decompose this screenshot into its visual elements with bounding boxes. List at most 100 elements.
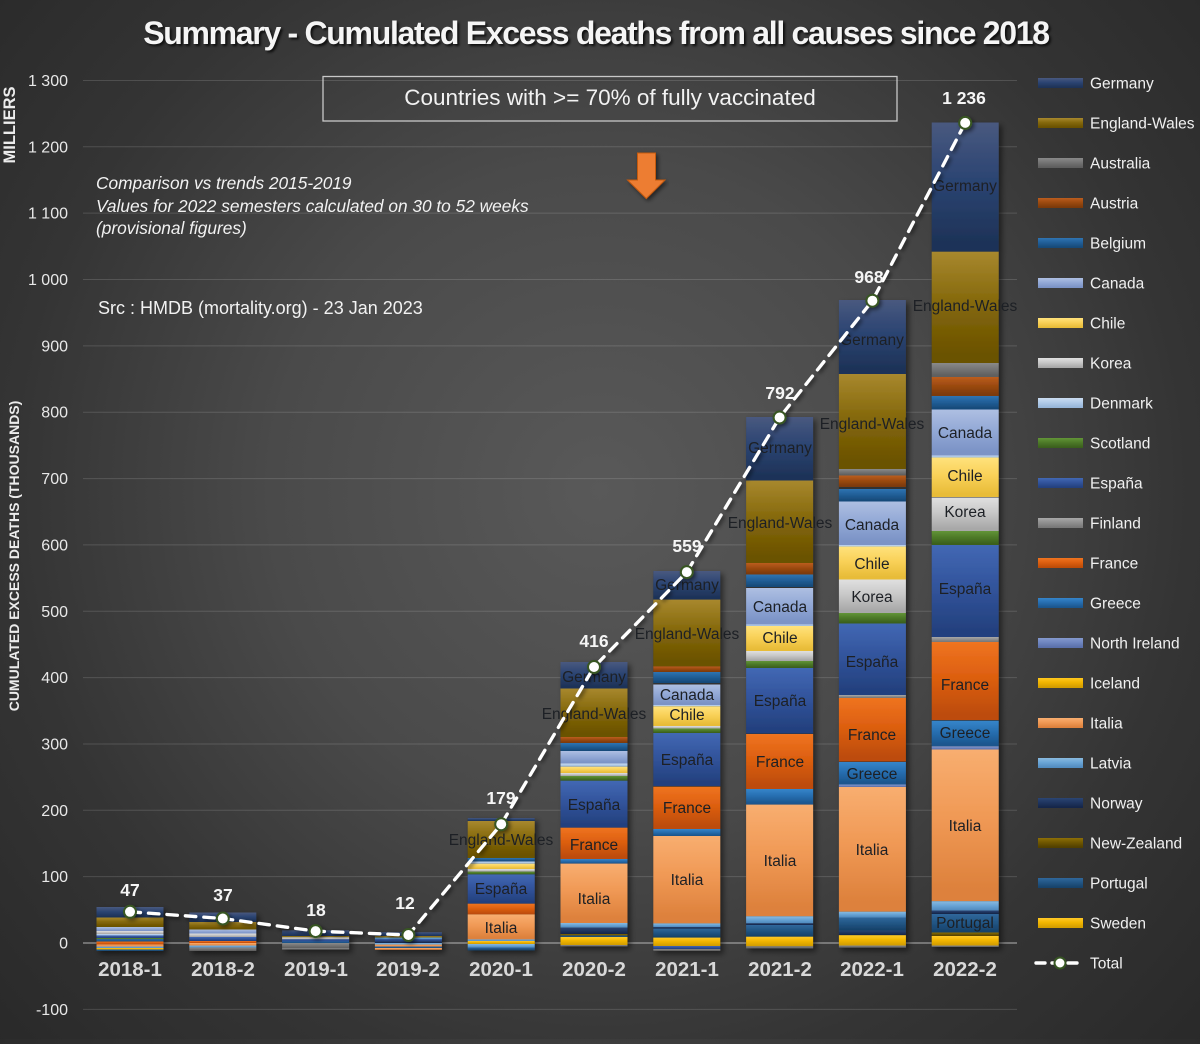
svg-text:2021-2: 2021-2	[748, 958, 812, 981]
svg-text:1 300: 1 300	[28, 73, 68, 90]
svg-text:1 000: 1 000	[28, 272, 68, 289]
svg-text:2022-1: 2022-1	[840, 958, 904, 981]
svg-text:Values for 2022 semesters calc: Values for 2022 semesters calculated on …	[96, 196, 529, 216]
svg-text:Src : HMDB (mortality.org) - 2: Src : HMDB (mortality.org) - 23 Jan 2023	[98, 298, 423, 318]
svg-text:CUMULATED EXCESS DEATHS (THOUS: CUMULATED EXCESS DEATHS (THOUSANDS)	[6, 401, 22, 712]
svg-text:400: 400	[41, 670, 68, 687]
svg-text:France: France	[941, 677, 989, 694]
svg-text:Germany: Germany	[840, 332, 904, 349]
svg-text:Austria: Austria	[1090, 196, 1139, 213]
svg-text:2018-1: 2018-1	[98, 958, 162, 981]
svg-text:Canada: Canada	[1090, 276, 1145, 293]
svg-text:2019-2: 2019-2	[376, 958, 440, 981]
svg-text:France: France	[570, 837, 618, 854]
svg-text:New-Zealand: New-Zealand	[1090, 836, 1182, 853]
svg-text:(provisional figures): (provisional figures)	[96, 218, 247, 238]
svg-text:300: 300	[41, 737, 68, 754]
svg-text:Canada: Canada	[938, 425, 993, 442]
svg-text:416: 416	[579, 631, 608, 651]
svg-text:Germany: Germany	[933, 178, 997, 195]
svg-text:España: España	[568, 797, 621, 814]
svg-text:2018-2: 2018-2	[191, 958, 255, 981]
svg-text:Chile: Chile	[669, 707, 704, 724]
svg-text:France: France	[756, 754, 804, 771]
svg-text:Italia: Italia	[856, 842, 889, 859]
svg-text:200: 200	[41, 803, 68, 820]
svg-text:1 200: 1 200	[28, 139, 68, 156]
svg-text:France: France	[663, 800, 711, 817]
svg-text:Portugal: Portugal	[1090, 876, 1148, 893]
svg-text:España: España	[1090, 476, 1143, 493]
svg-text:Italia: Italia	[949, 818, 982, 835]
svg-text:España: España	[846, 654, 899, 671]
svg-text:Italia: Italia	[485, 920, 518, 937]
svg-text:1 236: 1 236	[942, 88, 986, 108]
svg-text:Canada: Canada	[753, 599, 808, 616]
svg-text:Countries with >= 70% of fully: Countries with >= 70% of fully vaccinate…	[404, 85, 815, 110]
svg-text:Canada: Canada	[660, 687, 715, 704]
svg-text:600: 600	[41, 537, 68, 554]
svg-text:Greece: Greece	[847, 766, 898, 783]
svg-text:England-Wales: England-Wales	[635, 626, 740, 643]
svg-text:Australia: Australia	[1090, 156, 1151, 173]
svg-text:Finland: Finland	[1090, 516, 1141, 533]
svg-text:Portugal: Portugal	[936, 915, 994, 932]
svg-text:Germany: Germany	[1090, 76, 1154, 93]
svg-text:England-Wales: England-Wales	[1090, 116, 1195, 133]
svg-text:968: 968	[854, 267, 883, 287]
svg-text:España: España	[661, 752, 714, 769]
svg-text:Korea: Korea	[1090, 356, 1132, 373]
svg-text:England-Wales: England-Wales	[542, 706, 647, 723]
svg-text:Chile: Chile	[1090, 316, 1125, 333]
svg-text:792: 792	[765, 383, 794, 403]
svg-text:2019-1: 2019-1	[284, 958, 348, 981]
svg-text:Italia: Italia	[1090, 716, 1123, 733]
svg-text:0: 0	[59, 936, 68, 953]
svg-text:100: 100	[41, 869, 68, 886]
svg-text:559: 559	[672, 536, 701, 556]
svg-text:France: France	[848, 727, 896, 744]
svg-text:2020-1: 2020-1	[469, 958, 533, 981]
svg-text:12: 12	[395, 893, 415, 913]
svg-text:Summary - Cumulated Excess dea: Summary - Cumulated Excess deaths from a…	[143, 15, 1049, 51]
svg-text:Denmark: Denmark	[1090, 396, 1153, 413]
svg-text:England-Wales: England-Wales	[913, 298, 1018, 315]
svg-text:England-Wales: England-Wales	[449, 832, 554, 849]
svg-text:Korea: Korea	[944, 504, 986, 521]
svg-text:700: 700	[41, 471, 68, 488]
svg-text:2021-1: 2021-1	[655, 958, 719, 981]
svg-text:Italia: Italia	[578, 891, 611, 908]
svg-text:2022-2: 2022-2	[933, 958, 997, 981]
svg-text:500: 500	[41, 604, 68, 621]
svg-text:Korea: Korea	[851, 589, 893, 606]
svg-text:Belgium: Belgium	[1090, 236, 1146, 253]
svg-text:Iceland: Iceland	[1090, 676, 1140, 693]
svg-text:Chile: Chile	[854, 556, 889, 573]
svg-text:1 100: 1 100	[28, 206, 68, 223]
svg-text:37: 37	[213, 885, 232, 905]
svg-text:-100: -100	[36, 1002, 68, 1019]
svg-text:Germany: Germany	[655, 577, 719, 594]
svg-text:Total: Total	[1090, 956, 1123, 973]
svg-text:Italia: Italia	[764, 853, 797, 870]
svg-text:Comparison vs trends 2015-2019: Comparison vs trends 2015-2019	[96, 173, 352, 193]
svg-text:Germany: Germany	[562, 669, 626, 686]
svg-text:Canada: Canada	[845, 517, 900, 534]
svg-text:Chile: Chile	[762, 630, 797, 647]
svg-text:Italia: Italia	[671, 872, 704, 889]
svg-text:18: 18	[306, 900, 326, 920]
svg-text:England-Wales: England-Wales	[820, 416, 925, 433]
svg-text:Greece: Greece	[1090, 596, 1141, 613]
svg-text:España: España	[754, 693, 807, 710]
svg-text:France: France	[1090, 556, 1138, 573]
svg-text:900: 900	[41, 338, 68, 355]
svg-text:North Ireland: North Ireland	[1090, 636, 1180, 653]
svg-text:Greece: Greece	[940, 725, 991, 742]
svg-text:800: 800	[41, 405, 68, 422]
svg-text:179: 179	[486, 788, 515, 808]
svg-text:España: España	[939, 581, 992, 598]
svg-text:Sweden: Sweden	[1090, 916, 1146, 933]
svg-text:England-Wales: England-Wales	[728, 515, 833, 532]
svg-text:Chile: Chile	[947, 468, 982, 485]
svg-text:España: España	[475, 881, 528, 898]
